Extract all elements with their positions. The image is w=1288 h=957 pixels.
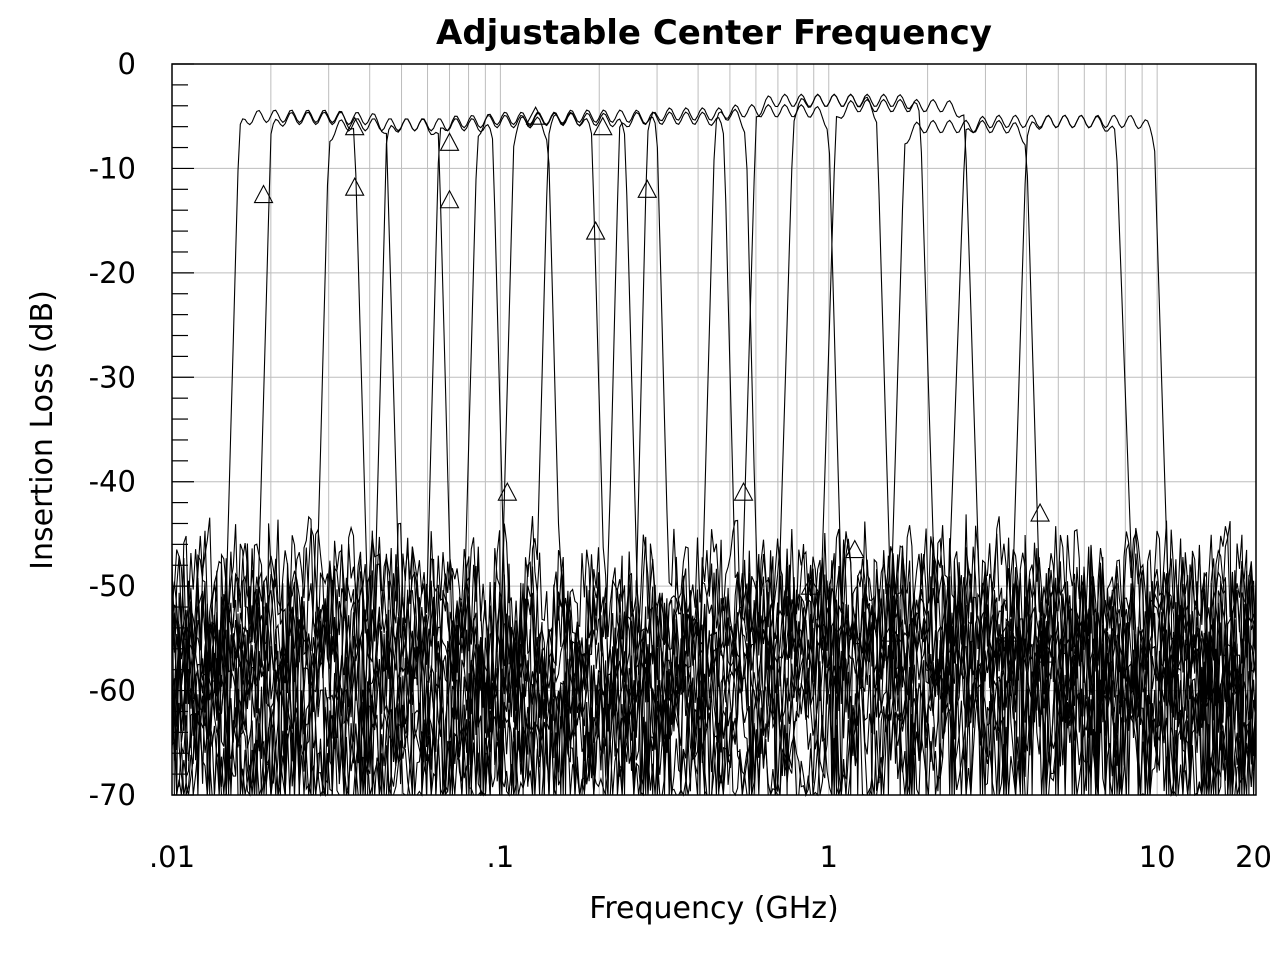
triangle-marker — [881, 622, 902, 642]
x-tick-label: .1 — [487, 840, 515, 874]
y-tick-label: -70 — [89, 778, 136, 812]
triangle-marker — [997, 622, 1018, 642]
marker-layer — [253, 106, 1057, 663]
x-tick-label: .01 — [149, 840, 195, 874]
triangle-marker — [1036, 643, 1057, 663]
y-axis-label: Insertion Loss (dB) — [25, 290, 60, 570]
triangle-marker — [344, 116, 365, 136]
x-axis-label: Frequency (GHz) — [589, 891, 838, 926]
x-tick-label: 20 — [1235, 840, 1272, 874]
y-tick-label: -50 — [89, 569, 136, 603]
triangle-marker — [525, 106, 546, 125]
x-axis: .01 .1 1 10 20 — [149, 840, 1272, 874]
triangle-marker — [439, 132, 460, 151]
triangle-marker — [253, 184, 274, 204]
triangle-marker — [344, 177, 365, 196]
triangle-marker — [637, 179, 658, 198]
curve-layer — [171, 93, 1257, 798]
triangle-marker — [733, 481, 754, 501]
triangle-marker — [585, 220, 606, 240]
y-tick-label: -30 — [89, 360, 136, 394]
filter-response-curve — [171, 114, 1257, 798]
filter-response-curve — [171, 93, 1257, 796]
filter-response-curve — [171, 109, 1257, 796]
triangle-marker — [439, 189, 460, 209]
triangle-marker — [844, 539, 865, 559]
filter-response-curve — [171, 111, 1257, 796]
triangle-marker — [592, 116, 613, 136]
y-axis: 0 -10 -20 -30 -40 -50 -60 -70 — [89, 47, 194, 812]
y-tick-label: -10 — [89, 151, 136, 185]
y-tick-label: -20 — [89, 256, 136, 290]
triangle-marker — [800, 575, 821, 595]
chart-title: Adjustable Center Frequency — [436, 13, 992, 53]
y-tick-label: -40 — [89, 465, 136, 499]
plot-frame — [171, 63, 1257, 796]
x-tick-label: 10 — [1139, 840, 1176, 874]
triangle-marker — [1030, 502, 1050, 522]
x-tick-label: 1 — [820, 840, 838, 874]
triangle-marker — [497, 481, 518, 501]
y-tick-label: -60 — [89, 674, 136, 708]
y-tick-label: 0 — [118, 47, 136, 81]
filter-response-curve — [171, 93, 1257, 796]
